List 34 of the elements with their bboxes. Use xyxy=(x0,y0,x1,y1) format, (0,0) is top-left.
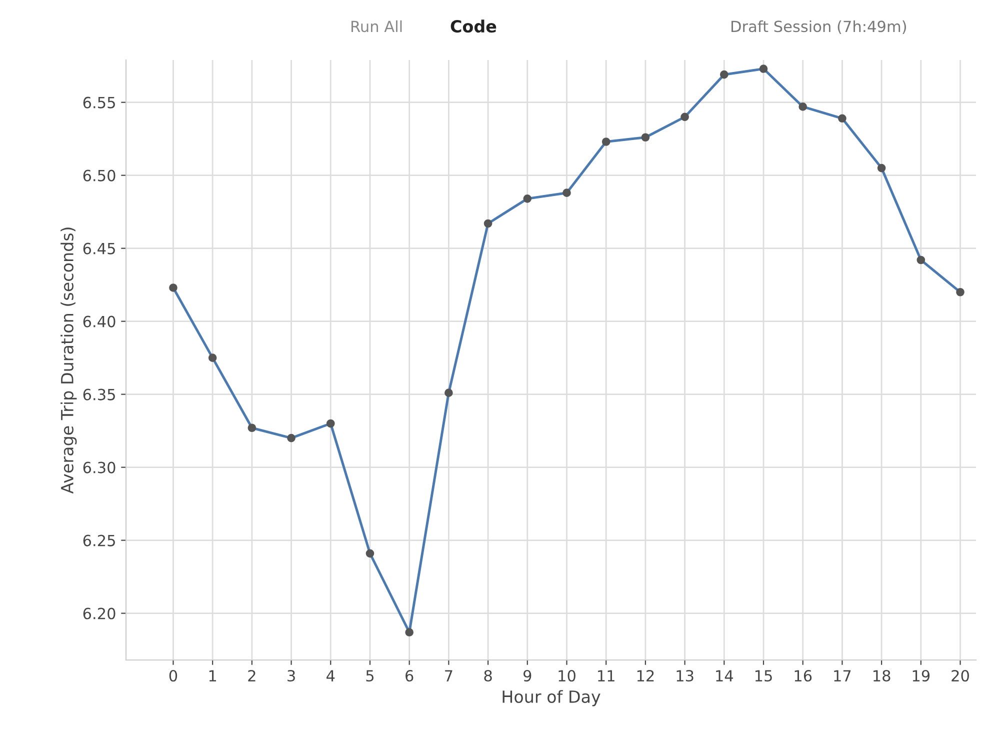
text: Run All xyxy=(352,20,402,32)
x-tick-label: 5 xyxy=(366,670,374,682)
y-tick-label: 6.35 xyxy=(83,388,115,400)
x-tick-label: 19 xyxy=(912,670,930,682)
x-tick-label: 12 xyxy=(637,670,654,682)
x-tick-label: 0 xyxy=(169,670,178,682)
x-axis-title: Hour of Day xyxy=(502,690,600,706)
x-tick-label: 15 xyxy=(755,670,772,682)
x-tick-label: 2 xyxy=(248,670,256,682)
x-tick-label: 16 xyxy=(794,670,812,682)
x-tick-label: 8 xyxy=(484,670,492,682)
y-tick-label: 6.55 xyxy=(83,96,115,108)
y-tick-label: 6.50 xyxy=(83,170,116,182)
x-tick-label: 9 xyxy=(523,670,532,682)
x-tick-label: 17 xyxy=(834,670,851,682)
x-tick-label: 10 xyxy=(558,670,576,682)
y-tick-label: 6.25 xyxy=(83,534,115,546)
x-tick-label: 1 xyxy=(209,670,216,682)
text: Draft Session (7h:49m) xyxy=(732,20,906,34)
y-axis-title: Average Trip Duration (seconds) xyxy=(60,228,77,494)
y-tick-label: 6.30 xyxy=(83,462,116,474)
x-tick-label: 20 xyxy=(952,670,969,682)
text: Code xyxy=(450,20,496,33)
x-tick-label: 7 xyxy=(445,670,452,682)
x-tick-label: 13 xyxy=(676,670,694,682)
x-tick-label: 3 xyxy=(288,670,295,682)
x-tick-label: 11 xyxy=(598,670,614,682)
x-tick-label: 6 xyxy=(406,670,414,682)
x-tick-label: 14 xyxy=(716,670,734,682)
y-tick-label: 6.40 xyxy=(83,316,116,328)
x-tick-label: 18 xyxy=(874,670,890,682)
y-tick-label: 6.20 xyxy=(83,608,116,620)
y-tick-label: 6.45 xyxy=(83,242,115,254)
x-tick-label: 4 xyxy=(326,670,335,682)
